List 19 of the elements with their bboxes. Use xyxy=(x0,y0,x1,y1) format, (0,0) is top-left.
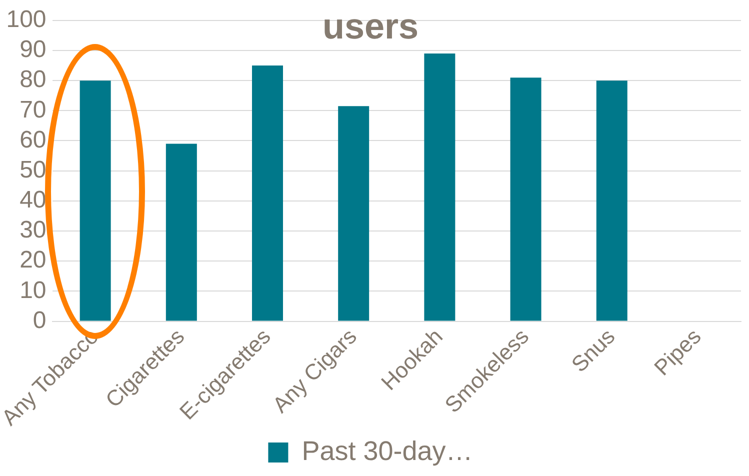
y-tick-label: 90 xyxy=(20,36,46,64)
y-tick-label: 60 xyxy=(20,126,46,154)
y-tick-label: 50 xyxy=(20,156,46,184)
y-tick-label: 100 xyxy=(6,6,46,34)
bar xyxy=(596,80,628,321)
bar xyxy=(424,53,456,321)
y-tick-label: 30 xyxy=(20,216,46,244)
bar xyxy=(510,78,542,321)
chart-title: users xyxy=(322,6,419,47)
y-tick-label: 10 xyxy=(20,276,46,304)
bar xyxy=(80,80,111,321)
legend-label: Past 30-day… xyxy=(302,436,473,466)
y-tick-label: 20 xyxy=(20,246,46,274)
y-tick-label: 80 xyxy=(20,66,46,94)
bar xyxy=(252,66,283,321)
y-tick-label: 0 xyxy=(32,306,46,334)
bar xyxy=(338,106,370,321)
bar xyxy=(166,144,197,321)
y-tick-label: 70 xyxy=(20,96,46,124)
